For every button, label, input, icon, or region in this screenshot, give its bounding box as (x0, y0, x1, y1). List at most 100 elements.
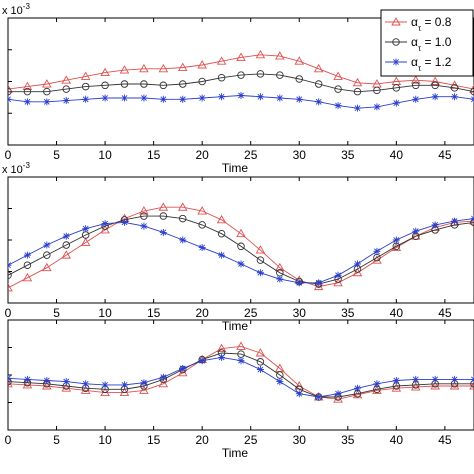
data-point (197, 206, 207, 215)
x-tick-label: 40 (390, 306, 404, 320)
data-point (23, 98, 31, 106)
legend-marker (392, 38, 400, 46)
legend-marker (391, 17, 401, 26)
data-point (158, 202, 169, 211)
data-point (412, 81, 420, 90)
data-point (354, 104, 361, 112)
data-point (101, 220, 109, 228)
data-point (218, 353, 226, 361)
data-point (237, 260, 245, 268)
x-axis-label: Time (222, 319, 249, 333)
data-point (42, 381, 52, 390)
data-point (352, 77, 363, 87)
data-point (315, 279, 323, 287)
data-point (333, 277, 343, 287)
x-tick-label: 10 (98, 433, 112, 447)
data-point (198, 357, 206, 365)
data-point (80, 237, 91, 246)
data-point (276, 94, 284, 102)
data-point (295, 279, 303, 287)
data-point (255, 348, 266, 357)
chart-panel-2: 0 5 10 15 20 25 30 35 40 45 Time x 10-3 (2, 161, 474, 333)
y-exponent-label: x 10-3 (2, 2, 30, 17)
data-point (61, 75, 72, 84)
x-tick-label: 35 (341, 433, 355, 447)
data-point (313, 63, 324, 73)
x-tick-label: 45 (438, 433, 452, 447)
series-line-3 (8, 218, 474, 284)
data-point (8, 95, 12, 103)
data-point (410, 382, 421, 391)
data-point (23, 251, 31, 259)
data-point (392, 377, 400, 384)
data-point (198, 77, 206, 86)
data-point (314, 80, 323, 88)
x-tick-label: 20 (195, 433, 209, 447)
x-tick-label: 30 (293, 433, 307, 447)
data-point (451, 375, 459, 383)
data-point (431, 375, 439, 383)
data-point (276, 71, 284, 79)
data-point (392, 99, 400, 107)
data-point (42, 262, 52, 272)
data-point (8, 377, 12, 386)
data-point (255, 245, 266, 254)
data-point (218, 93, 226, 101)
x-tick-label: 5 (53, 306, 60, 320)
data-point (373, 103, 381, 111)
legend-subscript: τ (418, 64, 422, 73)
data-point (101, 94, 109, 102)
data-point (470, 95, 474, 103)
data-point (217, 229, 226, 238)
data-point (334, 390, 342, 398)
data-point (217, 73, 226, 82)
data-point (159, 373, 167, 381)
data-point (237, 357, 245, 365)
data-point (101, 81, 109, 90)
data-point (295, 390, 303, 398)
series-line-2 (8, 215, 474, 285)
data-point (139, 385, 149, 394)
data-point (237, 71, 245, 79)
data-point (275, 51, 285, 60)
data-point (139, 63, 149, 73)
data-point (61, 383, 72, 392)
data-point (276, 378, 284, 386)
data-point (61, 250, 72, 259)
data-point (197, 60, 207, 69)
data-point (22, 379, 33, 389)
data-point (159, 212, 168, 220)
data-point (470, 87, 474, 96)
x-tick-label: 0 (5, 306, 12, 320)
data-point (62, 85, 71, 93)
data-point (412, 227, 420, 235)
data-point (451, 217, 459, 225)
data-point (334, 271, 342, 279)
data-point (198, 221, 206, 229)
data-point (177, 202, 188, 211)
x-tick-label: 10 (98, 306, 112, 320)
x-tick-label: 15 (147, 148, 161, 162)
data-point (469, 381, 474, 390)
data-point (470, 380, 474, 388)
data-point (43, 377, 51, 384)
data-point (120, 80, 129, 88)
data-point (431, 93, 439, 101)
data-point (80, 71, 91, 80)
series-line-1 (8, 345, 474, 400)
data-point (256, 256, 265, 264)
data-point (121, 381, 128, 389)
data-point (218, 251, 226, 259)
x-tick-label: 10 (98, 148, 112, 162)
data-point (333, 71, 343, 80)
data-point (256, 93, 264, 101)
x-tick-label: 20 (195, 306, 209, 320)
data-point (43, 251, 51, 259)
data-point (236, 228, 246, 238)
data-point (470, 218, 474, 227)
data-point (354, 260, 361, 268)
legend-value: = 0.8 (421, 15, 452, 29)
data-point (276, 275, 284, 283)
